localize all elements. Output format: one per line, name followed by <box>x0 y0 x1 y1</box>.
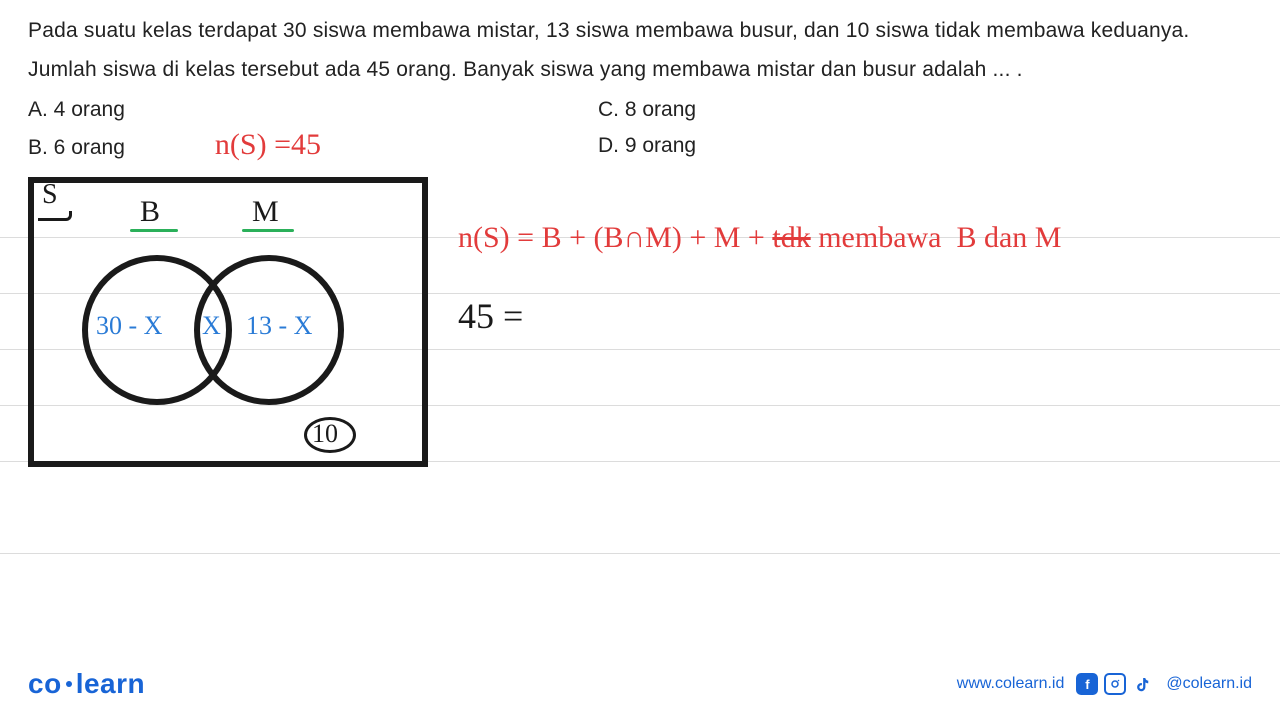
instagram-icon[interactable] <box>1104 673 1126 695</box>
logo-dot-icon <box>66 681 72 687</box>
venn-outside-value: 10 <box>312 419 338 449</box>
social-icons: f <box>1076 673 1154 695</box>
venn-s-underline <box>38 211 72 221</box>
logo: colearn <box>28 668 145 700</box>
venn-m-label: M <box>252 195 279 229</box>
option-b: B. 6 orang <box>28 130 125 167</box>
handwriting-45: 45 = <box>458 295 523 337</box>
handwriting-ns45: n(S) =45 <box>215 128 321 162</box>
question-text: Pada suatu kelas terdapat 30 siswa memba… <box>28 12 1252 90</box>
venn-s-label: S <box>42 179 58 211</box>
venn-mid-value: X <box>202 311 221 341</box>
footer: colearn www.colearn.id f @colearn.id <box>0 668 1280 700</box>
venn-left-value: 30 - X <box>96 311 162 341</box>
options-container: A. 4 orang B. 6 orang n(S) =45 C. 8 oran… <box>28 92 1252 168</box>
logo-prefix: co <box>28 668 62 699</box>
option-a: A. 4 orang <box>28 92 598 129</box>
logo-suffix: learn <box>76 668 145 699</box>
venn-right-value: 13 - X <box>246 311 312 341</box>
green-underline-b <box>130 229 178 232</box>
venn-b-label: B <box>140 195 160 229</box>
green-underline-m <box>242 229 294 232</box>
footer-url[interactable]: www.colearn.id <box>957 675 1065 693</box>
option-d: D. 9 orang <box>598 128 1252 165</box>
footer-handle[interactable]: @colearn.id <box>1166 675 1252 693</box>
facebook-icon[interactable]: f <box>1076 673 1098 695</box>
option-c: C. 8 orang <box>598 92 1252 129</box>
handwriting-formula: n(S) = B + (B∩M) + M + tdk membawa B dan… <box>458 221 1061 255</box>
tiktok-icon[interactable] <box>1132 673 1154 695</box>
venn-box: S B M 30 - X X 13 - X 10 <box>28 177 428 467</box>
workspace: S B M 30 - X X 13 - X 10 n(S) = B + (B∩M… <box>28 173 1252 503</box>
